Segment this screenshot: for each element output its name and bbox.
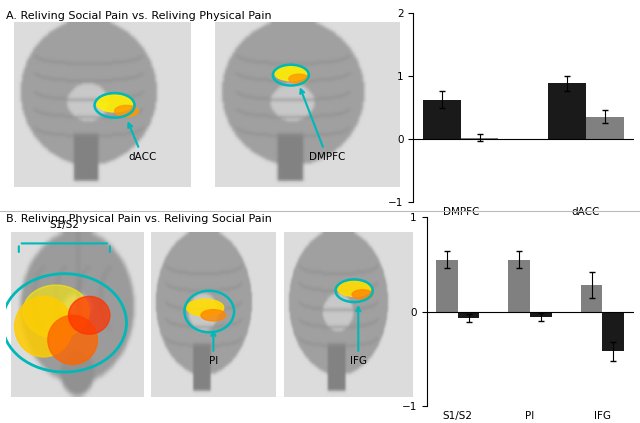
Circle shape <box>289 74 309 84</box>
Text: A. Reliving Social Pain vs. Reliving Physical Pain: A. Reliving Social Pain vs. Reliving Phy… <box>6 11 272 21</box>
Bar <box>461 137 499 139</box>
Circle shape <box>201 310 226 321</box>
Text: B. Reliving Physical Pain vs. Reliving Social Pain: B. Reliving Physical Pain vs. Reliving S… <box>6 214 272 224</box>
Ellipse shape <box>23 285 89 338</box>
Bar <box>423 100 461 139</box>
Ellipse shape <box>48 315 97 365</box>
Bar <box>580 285 602 311</box>
Bar <box>436 259 458 311</box>
Bar <box>602 311 624 351</box>
Circle shape <box>115 105 139 117</box>
Text: S1/S2: S1/S2 <box>49 220 79 230</box>
Text: dACC: dACC <box>128 124 157 162</box>
Bar <box>508 259 530 311</box>
Ellipse shape <box>68 297 110 334</box>
Bar <box>530 311 552 317</box>
Text: PI: PI <box>209 332 218 366</box>
Circle shape <box>352 290 372 299</box>
Circle shape <box>97 95 132 112</box>
Bar <box>458 311 479 318</box>
Circle shape <box>186 299 224 316</box>
Bar <box>548 83 586 139</box>
Bar <box>586 117 623 139</box>
Text: IFG: IFG <box>350 307 367 366</box>
Ellipse shape <box>15 297 72 357</box>
Circle shape <box>337 281 371 297</box>
Text: DMPFC: DMPFC <box>300 89 345 162</box>
Circle shape <box>275 66 307 81</box>
